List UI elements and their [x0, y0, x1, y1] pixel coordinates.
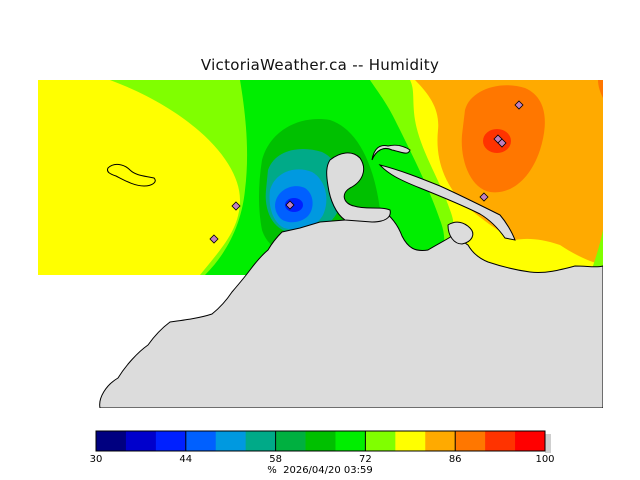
legend-timestamp: 2026/04/20 03:59	[283, 465, 373, 476]
legend-swatch	[275, 431, 307, 451]
legend-swatch	[455, 431, 486, 451]
legend-swatch	[485, 431, 516, 451]
legend-swatch	[305, 431, 336, 451]
legend-swatch	[125, 431, 157, 451]
legend-tick-label: 44	[179, 454, 193, 465]
contour-band-edge-orange	[598, 80, 603, 98]
legend-swatch	[245, 431, 277, 451]
station-marker[interactable]	[209, 234, 219, 244]
legend-unit: %	[267, 465, 277, 476]
legend-tick-label: 72	[359, 454, 372, 465]
legend-tick-label: 100	[535, 454, 555, 465]
legend-caption: % 2026/04/20 03:59	[0, 465, 640, 476]
station-markers	[209, 100, 524, 244]
legend-tick-label: 58	[269, 454, 282, 465]
legend-tick-label: 86	[448, 454, 462, 465]
contour-band-edge-green	[590, 230, 603, 275]
land-saanich	[371, 144, 411, 161]
station-marker[interactable]	[514, 100, 524, 110]
legend-swatch	[335, 431, 366, 451]
color-legend	[95, 430, 551, 453]
legend-swatch	[515, 431, 546, 451]
station-marker[interactable]	[231, 201, 241, 211]
legend-tick-label: 30	[89, 454, 103, 465]
legend-swatch	[185, 431, 217, 451]
legend-swatch	[96, 431, 127, 451]
lake-outline	[107, 163, 156, 187]
legend-swatch	[425, 431, 456, 451]
land-east-inlet	[447, 221, 474, 245]
land-island-strip	[378, 164, 516, 241]
map-title: VictoriaWeather.ca -- Humidity	[200, 56, 440, 74]
legend-swatch	[365, 431, 396, 451]
humidity-contours	[38, 80, 603, 408]
legend-swatch	[395, 431, 426, 451]
station-marker[interactable]	[497, 138, 507, 148]
land-peninsula	[326, 152, 391, 223]
legend-swatch	[215, 431, 247, 451]
station-marker[interactable]	[285, 200, 295, 210]
legend-shadow	[545, 434, 551, 453]
legend-swatch	[155, 431, 187, 451]
station-marker[interactable]	[479, 192, 489, 202]
